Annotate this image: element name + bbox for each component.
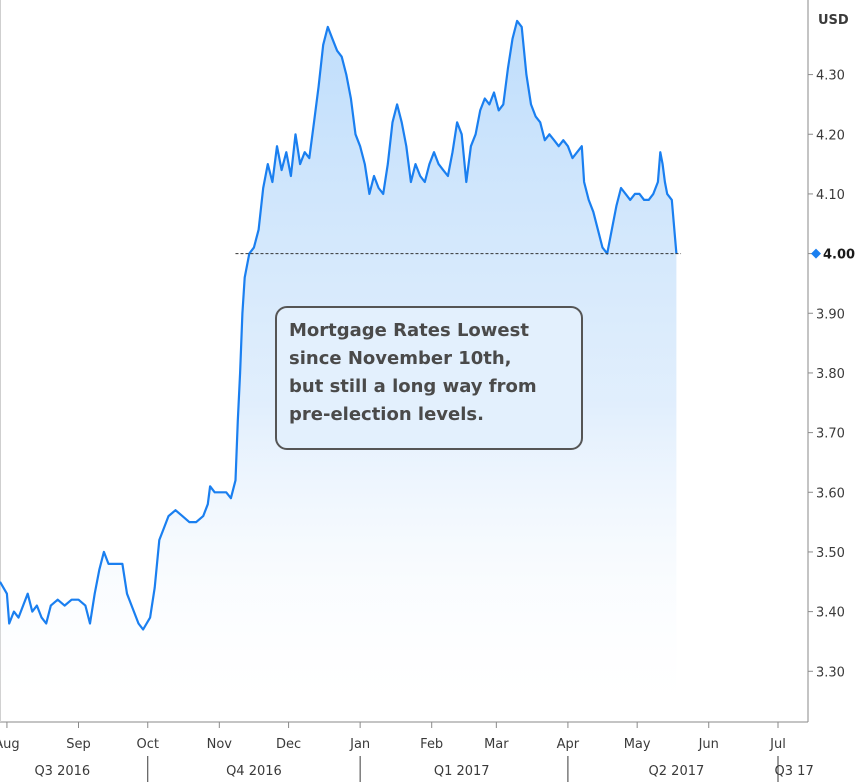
- y-tick-label: 3.50: [816, 546, 845, 561]
- y-tick-label: 3.80: [816, 367, 845, 382]
- x-month-label: Sep: [66, 737, 91, 752]
- x-month-label: Mar: [484, 737, 509, 752]
- y-tick-label: 4.20: [816, 128, 845, 143]
- series-line: [0, 19, 678, 631]
- last-value-label: 4.00: [823, 248, 855, 263]
- y-tick-label: 4.30: [816, 69, 845, 84]
- y-tick-label: 3.30: [816, 665, 845, 680]
- annotation-box: Mortgage Rates Lowest since November 10t…: [275, 306, 583, 450]
- x-axis: Aug Sep Oct Nov Dec Jan Feb Mar Apr May Jun Jul Q3 2…: [0, 722, 814, 782]
- x-month-label: Nov: [207, 737, 233, 752]
- x-month-label: Apr: [557, 737, 580, 752]
- x-quarter-label: Q1 2017: [434, 764, 490, 779]
- line-layer: [0, 19, 678, 631]
- x-month-label: Dec: [276, 737, 301, 752]
- x-month-label: Feb: [420, 737, 443, 752]
- y-axis: USD 3.30 3.40 3.50 3.60 3.70 3.80 3.90 4.10 4.20…: [808, 13, 855, 680]
- y-tick-label: 3.40: [816, 606, 845, 621]
- y-axis-unit: USD: [818, 13, 849, 28]
- last-value-marker: [811, 248, 821, 259]
- x-month-label: Jul: [769, 737, 786, 752]
- x-quarter-label: Q3 17: [775, 764, 814, 779]
- annotation-line: Mortgage Rates Lowest: [289, 320, 529, 341]
- y-tick-label: 3.90: [816, 307, 845, 322]
- annotation-line: pre-election levels.: [289, 404, 484, 425]
- x-month-label: Aug: [0, 737, 20, 752]
- annotation-line: since November 10th,: [289, 348, 512, 369]
- annotation-line: but still a long way from: [289, 376, 537, 397]
- x-month-label: Jan: [349, 737, 370, 752]
- x-quarter-label: Q2 2017: [649, 764, 705, 779]
- x-quarter-label: Q4 2016: [226, 764, 282, 779]
- x-month-label: Jun: [698, 737, 719, 752]
- x-quarter-label: Q3 2016: [34, 764, 90, 779]
- y-tick-label: 3.60: [816, 486, 845, 501]
- x-month-label: May: [624, 737, 651, 752]
- y-tick-label: 4.10: [816, 188, 845, 203]
- x-month-label: Oct: [137, 737, 159, 752]
- y-tick-label: 3.70: [816, 427, 845, 442]
